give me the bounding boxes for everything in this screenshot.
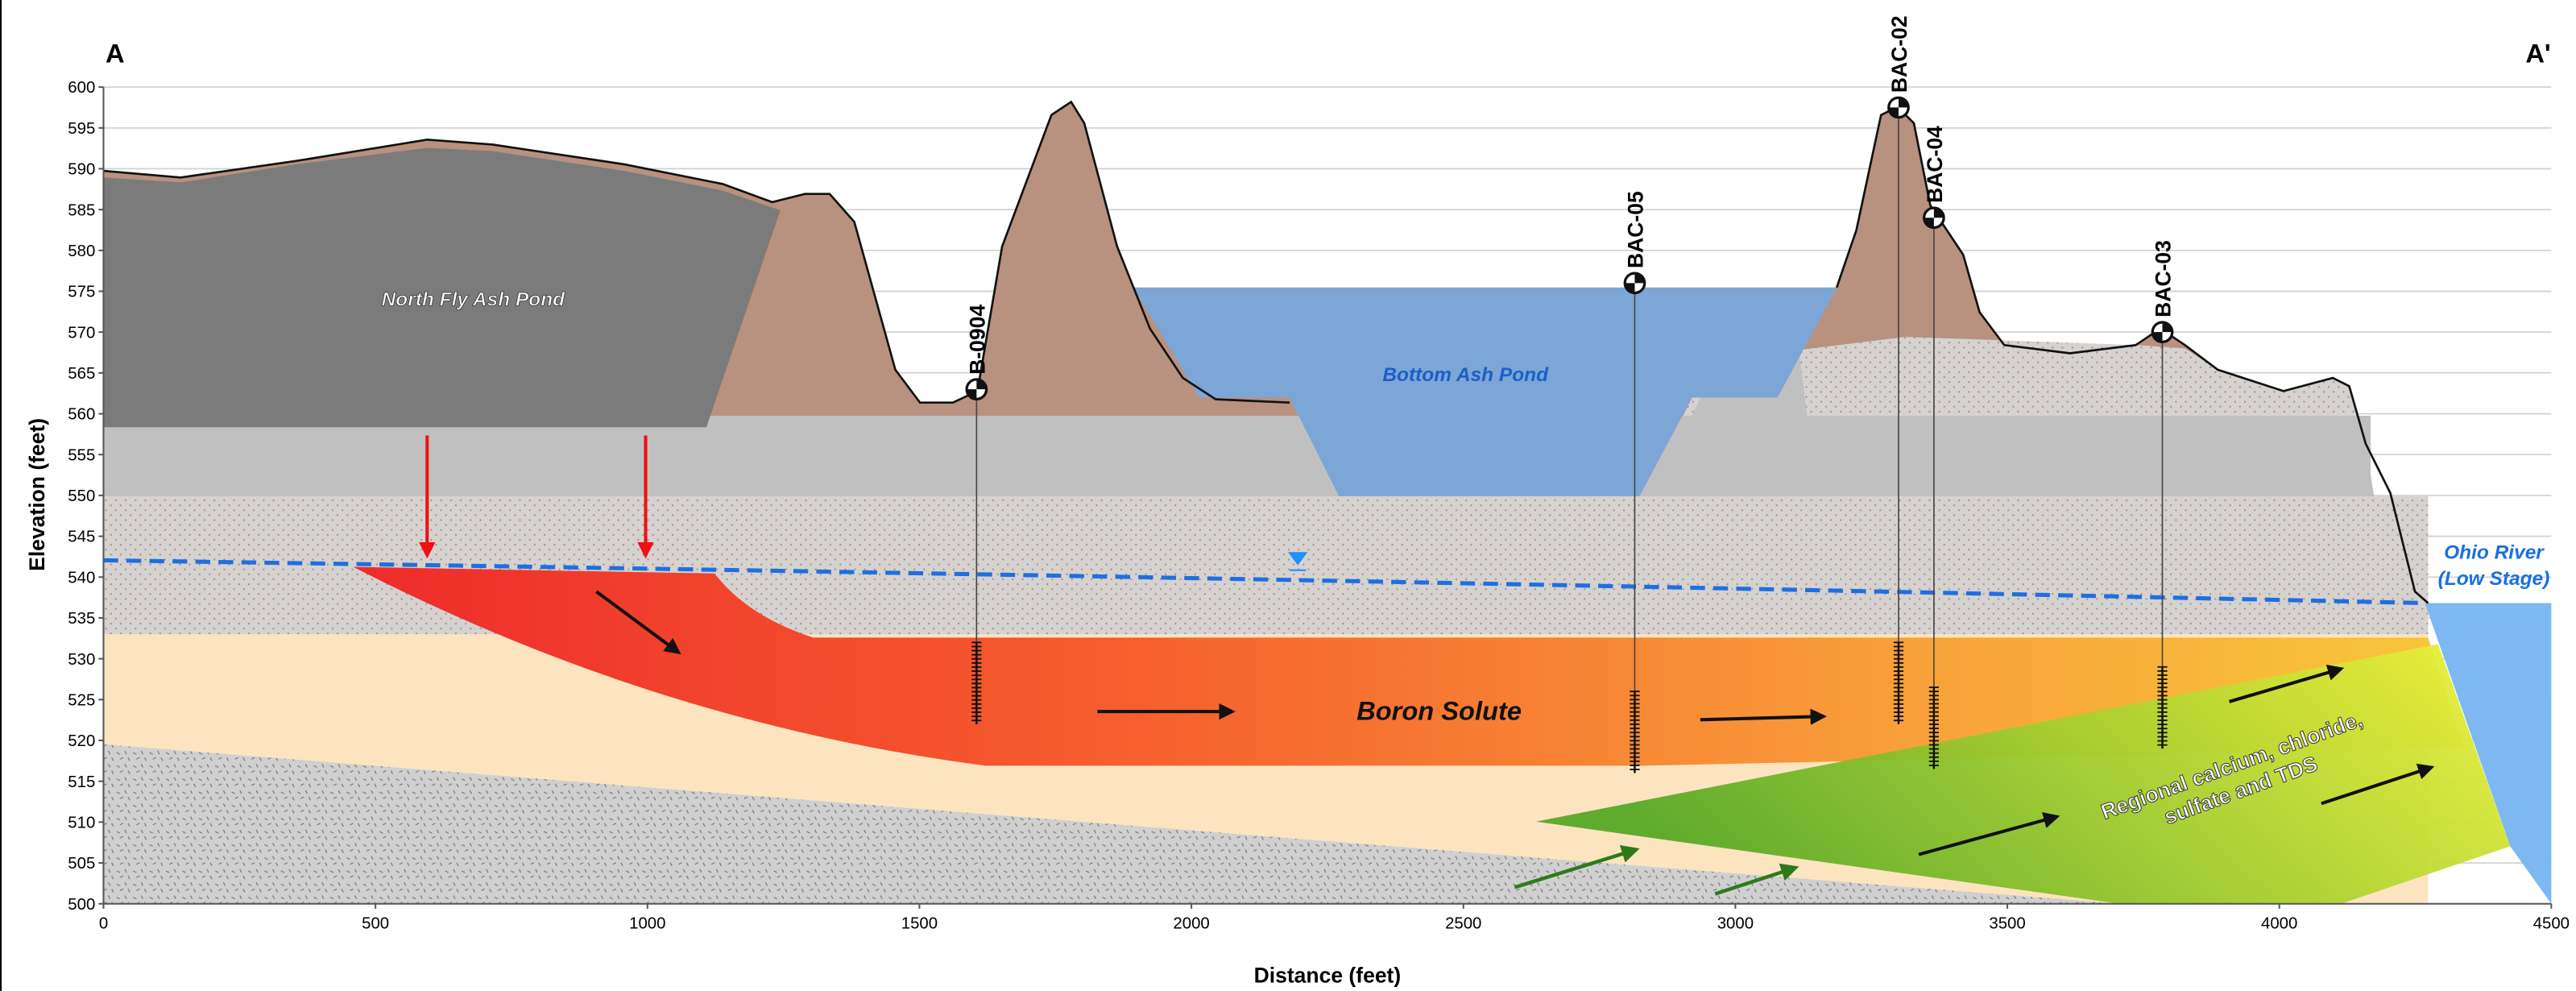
arrow bbox=[1700, 708, 1827, 725]
y-tick-label: 565 bbox=[68, 365, 95, 383]
x-tick-label: 3500 bbox=[1989, 914, 2025, 932]
regional-plume bbox=[1535, 644, 2511, 904]
x-tick-label: 0 bbox=[99, 914, 108, 932]
clay-layer-top bbox=[103, 350, 2375, 496]
well-label: BAC-04 bbox=[1923, 126, 1947, 203]
well-label: BAC-05 bbox=[1624, 191, 1648, 268]
well-head-quarters bbox=[967, 379, 987, 400]
water-table-symbol bbox=[1287, 552, 1308, 566]
y-tick-label: 500 bbox=[68, 896, 95, 914]
y-tick-label: 585 bbox=[68, 201, 95, 219]
well-label: B-0904 bbox=[966, 305, 990, 375]
x-tick-label: 2500 bbox=[1445, 914, 1481, 932]
arrow bbox=[1918, 812, 2060, 856]
y-tick-label: 550 bbox=[68, 487, 95, 505]
y-tick-label: 560 bbox=[68, 406, 95, 424]
plume-label: Boron Solute bbox=[1356, 695, 1522, 725]
y-tick-label: 570 bbox=[68, 324, 95, 342]
y-tick-label: 540 bbox=[68, 569, 95, 587]
well-head-quarters bbox=[1888, 97, 1909, 118]
section-start: A bbox=[106, 39, 125, 68]
x-tick-label: 1000 bbox=[629, 914, 665, 932]
y-tick-label: 575 bbox=[68, 284, 95, 301]
bottom-pond-label: Bottom Ash Pond bbox=[1382, 364, 1549, 386]
x-tick-label: 1500 bbox=[901, 914, 938, 932]
well-head-quarters bbox=[1625, 273, 1645, 293]
y-tick-label: 520 bbox=[68, 732, 95, 750]
ash-pond-label: North Fly Ash Pond bbox=[382, 288, 566, 310]
river-label: (Low Stage) bbox=[2438, 568, 2550, 590]
y-tick-label: 600 bbox=[68, 79, 95, 97]
arrow bbox=[1714, 863, 1799, 896]
arrow bbox=[595, 590, 681, 655]
y-tick-label: 590 bbox=[68, 161, 95, 179]
strata bbox=[103, 100, 2552, 904]
well-label: BAC-03 bbox=[2151, 240, 2176, 317]
x-tick-label: 4000 bbox=[2261, 914, 2297, 932]
well-head-quarters bbox=[2152, 321, 2172, 342]
axes: 500 505 510 515 520 525 530 535 540 545 550 555 560 5… bbox=[68, 79, 2570, 932]
y-tick-label: 505 bbox=[68, 855, 95, 873]
y-tick-label: 510 bbox=[68, 815, 95, 832]
y-tick-label: 545 bbox=[68, 529, 95, 546]
x-tick-label: 2000 bbox=[1173, 914, 1209, 932]
x-tick-label: 500 bbox=[362, 914, 389, 932]
bottom-ash-pond bbox=[1133, 287, 1837, 496]
arrow bbox=[2321, 763, 2435, 806]
fly-ash-pond bbox=[103, 147, 781, 428]
section-end: A' bbox=[2525, 39, 2550, 68]
x-axis-title: Distance (feet) bbox=[1254, 964, 1402, 988]
x-tick-label: 3000 bbox=[1717, 914, 1754, 932]
y-tick-label: 595 bbox=[68, 120, 95, 138]
water-table bbox=[103, 558, 2424, 606]
well-screen bbox=[971, 641, 982, 722]
y-tick-label: 535 bbox=[68, 610, 95, 628]
arrow bbox=[1514, 845, 1640, 889]
river-label: Ohio River bbox=[2444, 541, 2545, 563]
y-tick-label: 580 bbox=[68, 243, 95, 260]
x-tick-label: 4500 bbox=[2533, 914, 2570, 932]
wells: B-0904 BAC-05 BAC-02 BAC-04 BAC-03 bbox=[965, 15, 2176, 773]
arrow bbox=[2229, 664, 2345, 703]
y-tick-label: 515 bbox=[68, 773, 95, 791]
y-tick-label: 555 bbox=[68, 446, 95, 464]
y-tick-label: 525 bbox=[68, 691, 95, 709]
y-axis-title: Elevation (feet) bbox=[25, 418, 49, 571]
ohio-river bbox=[2425, 603, 2552, 904]
y-tick-label: 530 bbox=[68, 651, 95, 669]
well-head-quarters bbox=[1924, 208, 1944, 228]
arrows bbox=[419, 435, 2435, 896]
well-label: BAC-02 bbox=[1887, 15, 1911, 93]
